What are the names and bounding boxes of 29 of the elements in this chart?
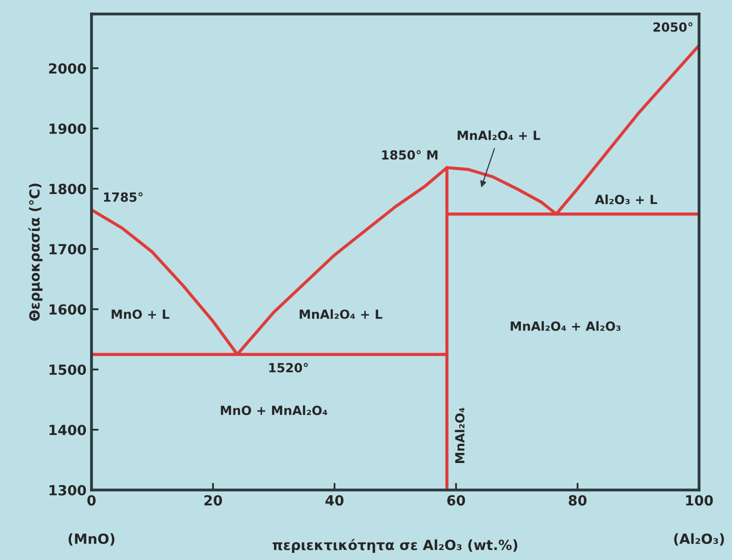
annotation: MnAl₂O₄ bbox=[454, 408, 465, 464]
x-tick-label: 20 bbox=[204, 495, 222, 506]
text: (Al₂O₃) bbox=[674, 533, 724, 546]
annotation: 1850° M bbox=[382, 150, 438, 160]
y-tick-label: 1400 bbox=[50, 424, 86, 436]
y-tick-label: 1900 bbox=[50, 123, 86, 134]
annotation: Al₂O₃ + L bbox=[594, 194, 658, 204]
x-tick-label: 100 bbox=[686, 495, 713, 506]
y-tick-label: 1500 bbox=[50, 364, 86, 375]
x-tick-label: 40 bbox=[325, 495, 344, 506]
y-axis-title: Θερμοκρασία (°C) bbox=[28, 184, 42, 321]
y-tick-label: 1700 bbox=[50, 244, 86, 254]
annotation: MnAl₂O₄ + L bbox=[458, 130, 540, 140]
y-tick-label: 2000 bbox=[49, 63, 86, 74]
x-axis-title: περιεκτικότητα σε Al₂O₃ (wt.%) bbox=[272, 538, 518, 553]
x-tick-label: 60 bbox=[447, 495, 466, 506]
y-tick-label: 1300 bbox=[50, 484, 86, 496]
annotation: 1520° bbox=[269, 362, 308, 372]
annotation: MnO + L bbox=[112, 309, 170, 319]
y-tick-label: 1800 bbox=[50, 184, 86, 194]
annotation: MnAl₂O₄ + L bbox=[300, 309, 382, 319]
annotation: MnAl₂O₄ + Al₂O₃ bbox=[510, 321, 621, 331]
annotation: MnO + MnAl₂O₄ bbox=[220, 405, 328, 416]
text: (MnO) bbox=[68, 533, 114, 546]
y-tick-label: 1600 bbox=[50, 304, 86, 315]
annotation: 1785° bbox=[104, 192, 143, 202]
x-tick-label: 80 bbox=[568, 495, 587, 506]
x-tick-label: 0 bbox=[87, 495, 96, 506]
annotation: 2050° bbox=[653, 22, 692, 32]
